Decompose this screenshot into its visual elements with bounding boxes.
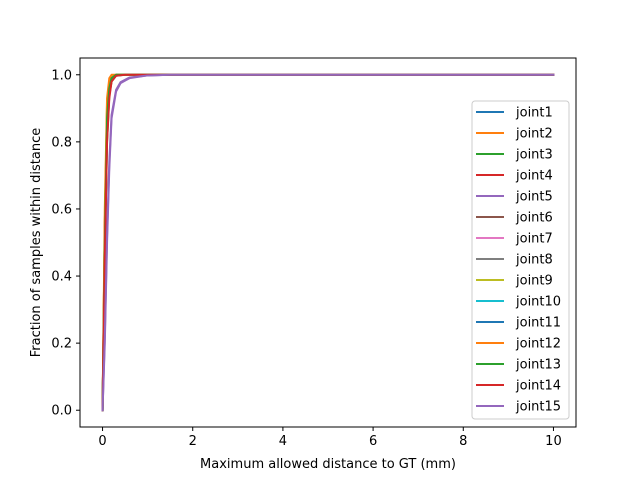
- legend-label-14: joint14: [515, 379, 561, 394]
- legend-label-4: joint4: [515, 169, 553, 184]
- x-tick-label: 0: [98, 434, 106, 449]
- y-tick-label: 0.2: [51, 337, 72, 352]
- legend-label-15: joint15: [515, 400, 561, 415]
- x-axis-label: Maximum allowed distance to GT (mm): [200, 457, 456, 472]
- legend-label-8: joint8: [515, 253, 553, 268]
- plot-frame: [79, 57, 577, 428]
- legend-box: [471, 100, 570, 420]
- legend-label-2: joint2: [515, 127, 553, 142]
- y-tick-label: 0.8: [51, 135, 72, 150]
- legend: joint1 joint2 joint3 joint4 joint5 joint6 join…: [471, 100, 570, 420]
- legend-label-7: joint7: [515, 232, 553, 247]
- x-tick-label: 8: [459, 434, 467, 449]
- series-line-15: [101, 73, 555, 412]
- plot-lines: [101, 73, 555, 412]
- legend-label-9: joint9: [515, 274, 553, 289]
- legend-label-3: joint3: [515, 148, 553, 163]
- y-axis-label: Fraction of samples within distance: [29, 128, 44, 358]
- x-tick-label: 10: [545, 434, 562, 449]
- y-tick-label: 1.0: [51, 68, 72, 83]
- x-tick-label: 6: [369, 434, 377, 449]
- x-tick-label: 4: [279, 434, 287, 449]
- legend-label-1: joint1: [515, 106, 553, 121]
- y-tick-label: 0.0: [51, 404, 72, 419]
- legend-label-12: joint12: [515, 337, 561, 352]
- legend-label-10: joint10: [515, 295, 561, 310]
- series-line-14: [101, 73, 555, 412]
- legend-label-11: joint11: [515, 316, 561, 331]
- y-tick-label: 0.6: [51, 202, 72, 217]
- y-axis-ticks: 0.0 0.2 0.4 0.6 0.8 1.0: [51, 68, 80, 419]
- x-tick-label: 2: [189, 434, 197, 449]
- y-tick-label: 0.4: [51, 270, 72, 285]
- legend-label-13: joint13: [515, 358, 561, 373]
- legend-label-5: joint5: [515, 190, 553, 205]
- legend-label-6: joint6: [515, 211, 553, 226]
- x-axis-ticks: 0 2 4 6 8 10: [98, 427, 562, 449]
